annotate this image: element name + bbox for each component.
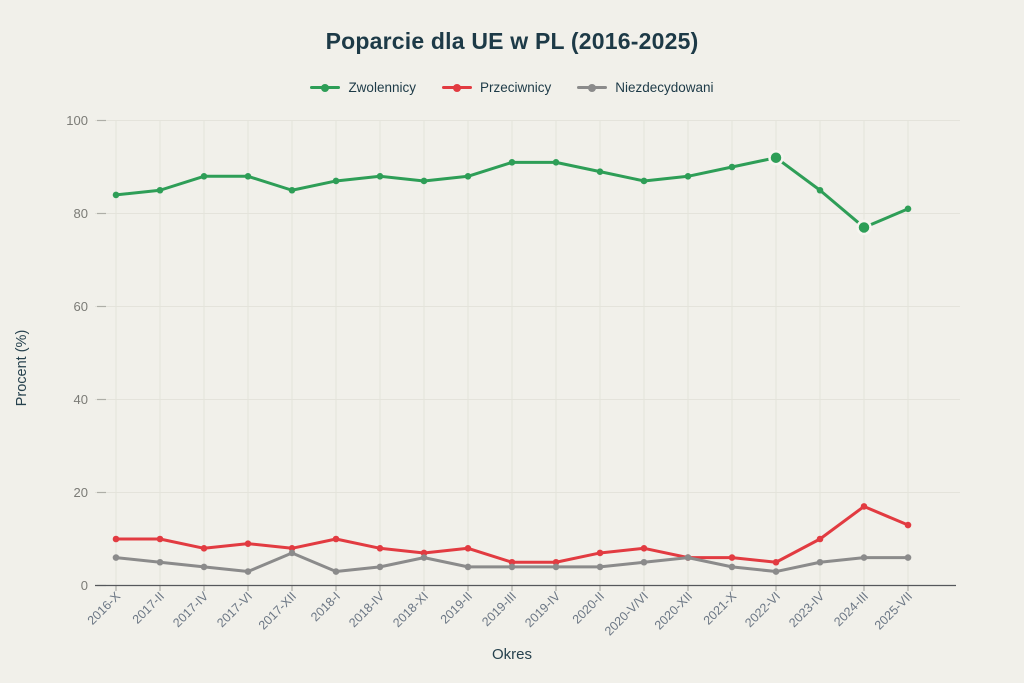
- legend-label: Zwolennicy: [348, 80, 416, 95]
- data-point-niezdecydowani: [200, 563, 208, 571]
- data-point-niezdecydowani: [332, 568, 340, 575]
- data-point-zwolennicy: [684, 173, 692, 180]
- data-point-niezdecydowani: [288, 549, 296, 557]
- data-point-zwolennicy: [728, 163, 736, 171]
- data-point-zwolennicy: [288, 186, 296, 194]
- x-tick-label: 2018-XI: [390, 589, 431, 630]
- data-point-przeciwnicy: [728, 554, 736, 561]
- data-point-niezdecydowani: [684, 554, 692, 561]
- data-point-zwolennicy: [420, 177, 428, 185]
- data-point-niezdecydowani: [112, 554, 120, 561]
- legend-line-dot-icon: [441, 83, 472, 92]
- data-point-niezdecydowani: [156, 558, 164, 566]
- x-tick-label: 2018-IV: [346, 589, 387, 630]
- chart-legend: Zwolennicy Przeciwnicy Niezdecydowani: [0, 80, 1024, 95]
- data-point-zwolennicy: [816, 186, 824, 194]
- x-tick-label: 2020-II: [570, 589, 607, 626]
- data-point-przeciwnicy: [508, 558, 516, 566]
- legend-line-dot-icon: [310, 83, 341, 92]
- y-tick-label: 40: [74, 392, 88, 407]
- data-point-przeciwnicy: [376, 545, 384, 552]
- data-point-niezdecydowani: [376, 563, 384, 571]
- legend-label: Przeciwnicy: [479, 80, 552, 95]
- data-point-przeciwnicy: [288, 545, 296, 552]
- data-point-niezdecydowani: [772, 568, 780, 575]
- data-point-zwolennicy: [552, 159, 560, 166]
- x-tick-label: 2019-IV: [522, 589, 563, 630]
- y-tick-label: 80: [74, 206, 88, 221]
- data-point-niezdecydowani: [816, 558, 824, 566]
- x-tick-label: 2020-XII: [652, 589, 695, 632]
- data-point-przeciwnicy: [596, 549, 604, 557]
- data-point-niezdecydowani: [728, 563, 736, 571]
- x-tick-label: 2020-V/VI: [602, 589, 651, 638]
- data-point-przeciwnicy: [816, 535, 824, 543]
- x-tick-label: 2019-III: [479, 589, 519, 629]
- y-tick-label: 0: [81, 578, 88, 593]
- data-point-zwolennicy: [596, 168, 604, 175]
- x-tick-label: 2022-VI: [742, 589, 783, 630]
- data-point-zwolennicy: [508, 159, 516, 166]
- y-tick-label: 100: [66, 113, 88, 128]
- data-point-przeciwnicy: [860, 503, 868, 510]
- legend-line-dot-icon: [577, 83, 608, 92]
- x-tick-label: 2024-III: [831, 589, 871, 629]
- x-tick-label: 2016-X: [85, 589, 124, 628]
- x-tick-label: 2017-XII: [256, 589, 299, 632]
- data-point-przeciwnicy: [772, 558, 780, 566]
- data-point-przeciwnicy: [112, 535, 120, 543]
- data-point-niezdecydowani: [464, 563, 472, 571]
- y-tick-label: 60: [74, 299, 88, 314]
- data-point-niezdecydowani: [420, 554, 428, 561]
- x-tick-label: 2025-VII: [872, 589, 915, 632]
- x-tick-label: 2017-II: [130, 589, 167, 626]
- x-tick-label: 2018-I: [308, 589, 343, 624]
- data-point-zwolennicy: [376, 173, 384, 180]
- data-point-niezdecydowani: [508, 563, 516, 571]
- legend-item-zwolennicy[interactable]: Zwolennicy: [310, 80, 416, 95]
- y-tick-label: 20: [74, 485, 88, 500]
- data-point-niezdecydowani: [640, 558, 648, 566]
- data-point-zwolennicy: [904, 205, 912, 213]
- data-point-przeciwnicy: [332, 535, 340, 543]
- highlight-point-zwolennicy: [768, 149, 784, 166]
- data-point-niezdecydowani: [244, 568, 252, 575]
- data-point-przeciwnicy: [552, 558, 560, 566]
- data-point-przeciwnicy: [640, 545, 648, 552]
- x-tick-label: 2023-IV: [786, 589, 827, 630]
- data-point-zwolennicy: [640, 177, 648, 185]
- x-axis-title: Okres: [491, 646, 532, 663]
- data-point-przeciwnicy: [156, 535, 164, 543]
- chart-title: Poparcie dla UE w PL (2016-2025): [325, 28, 699, 54]
- legend-item-niezdecydowani[interactable]: Niezdecydowani: [577, 80, 714, 95]
- y-axis-title: Procent (%): [14, 329, 30, 407]
- highlight-point-zwolennicy: [856, 219, 872, 236]
- data-point-niezdecydowani: [552, 563, 560, 571]
- data-point-zwolennicy: [464, 173, 472, 180]
- data-point-zwolennicy: [156, 186, 164, 194]
- data-point-zwolennicy: [332, 177, 340, 185]
- data-point-przeciwnicy: [420, 549, 428, 557]
- data-point-przeciwnicy: [200, 545, 208, 552]
- data-point-przeciwnicy: [244, 540, 252, 547]
- x-tick-label: 2017-IV: [170, 589, 211, 630]
- data-point-zwolennicy: [112, 191, 120, 199]
- data-point-zwolennicy: [244, 173, 252, 180]
- data-point-niezdecydowani: [596, 563, 604, 571]
- x-tick-label: 2017-VI: [214, 589, 255, 630]
- x-tick-label: 2019-II: [438, 589, 475, 626]
- data-point-niezdecydowani: [860, 554, 868, 561]
- data-point-zwolennicy: [200, 173, 208, 180]
- legend-item-przeciwnicy[interactable]: Przeciwnicy: [441, 80, 552, 95]
- data-point-niezdecydowani: [904, 554, 912, 561]
- data-point-przeciwnicy: [904, 521, 912, 529]
- data-point-przeciwnicy: [464, 545, 472, 552]
- legend-label: Niezdecydowani: [615, 80, 714, 95]
- x-tick-label: 2021-X: [701, 589, 740, 628]
